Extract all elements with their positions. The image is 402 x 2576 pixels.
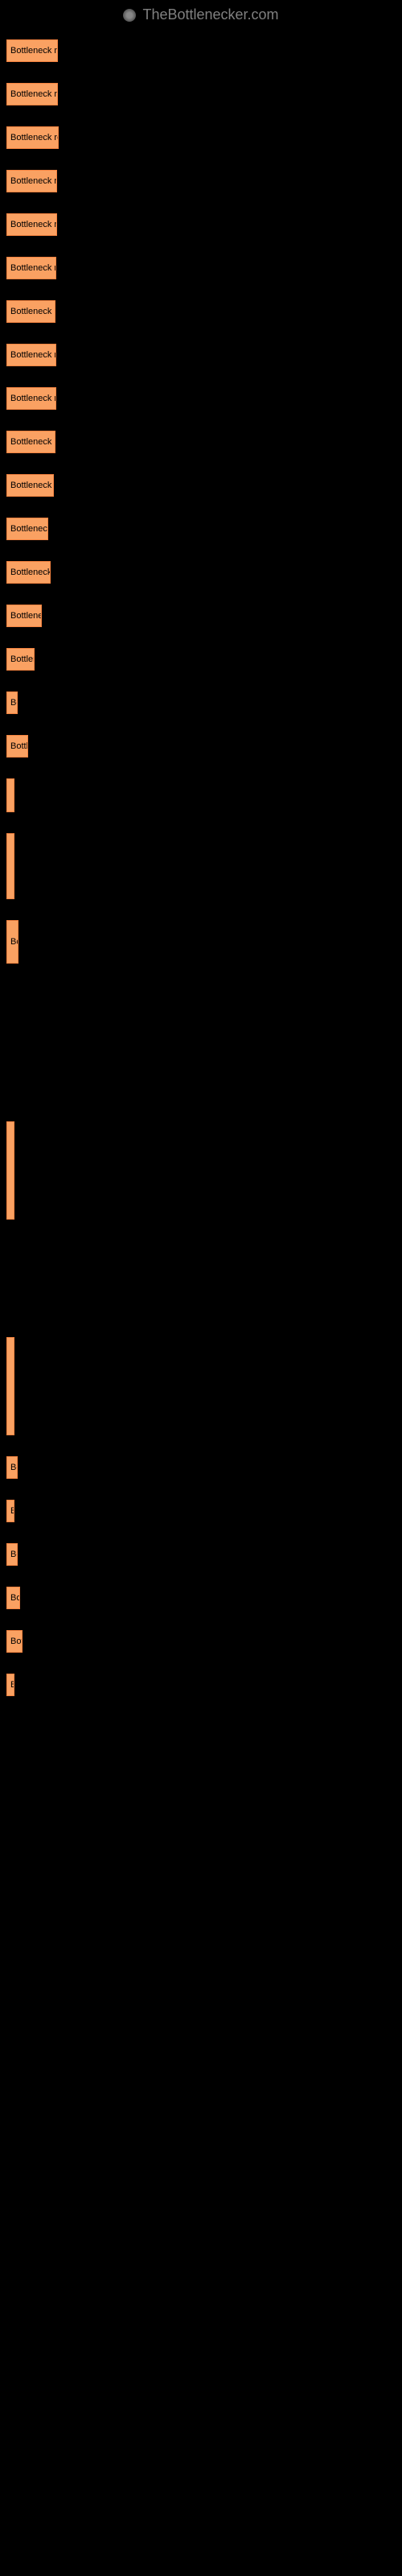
result-item: Bo (0, 910, 402, 975)
result-label[interactable]: Bottleneck re (6, 561, 51, 584)
result-item (0, 769, 402, 824)
result-label[interactable]: Bo (6, 1456, 18, 1479)
result-label[interactable]: Bottleneck resu (6, 300, 55, 323)
result-label[interactable]: Bottleneck resu (6, 344, 56, 366)
result-item (0, 1327, 402, 1447)
result-label[interactable]: Bottleneck resu (6, 257, 56, 279)
result-item: Bottlene (0, 638, 402, 682)
result-item: Bo (0, 682, 402, 725)
result-label[interactable] (6, 1337, 14, 1435)
result-label[interactable]: Bottlene (6, 648, 35, 671)
result-item: Bottleneck resu (0, 291, 402, 334)
result-label[interactable]: Bottleneck resu (6, 431, 55, 453)
result-item: Bo (0, 1534, 402, 1577)
result-item: Bottleneck re (0, 551, 402, 595)
result-item: Bottle (0, 725, 402, 769)
result-item: Bottleneck resu (0, 334, 402, 378)
result-item: Bottleneck resul (0, 73, 402, 117)
result-item: Bott (0, 1620, 402, 1664)
result-item: B (0, 1490, 402, 1534)
spacer (0, 1231, 402, 1327)
result-label[interactable] (6, 833, 14, 899)
site-title: TheBottlenecker.com (142, 6, 278, 23)
result-label[interactable]: Bottle (6, 735, 28, 758)
result-label[interactable]: Bo (6, 920, 18, 964)
result-item: Bottleneck resu (0, 247, 402, 291)
result-label[interactable]: Bottleneck resul (6, 83, 58, 105)
result-item: Bottleneck (0, 595, 402, 638)
result-label[interactable]: Bo (6, 1543, 18, 1566)
result-label[interactable]: B (6, 1500, 14, 1522)
result-item: Bottleneck resu (0, 378, 402, 421)
result-label[interactable]: B (6, 1674, 14, 1696)
result-label[interactable]: Bottleneck resu (6, 170, 57, 192)
result-item: Bot (0, 1577, 402, 1620)
result-item: Bottleneck resu (0, 160, 402, 204)
result-item (0, 1112, 402, 1231)
result-label[interactable] (6, 778, 14, 812)
result-item: Bo (0, 1447, 402, 1490)
result-label[interactable]: Bottleneck resu (6, 387, 56, 410)
result-item: Bottleneck resu (0, 204, 402, 247)
result-label[interactable]: Bottleneck res (6, 474, 54, 497)
result-label[interactable]: Bottleneck resul (6, 39, 58, 62)
result-label[interactable]: Bottleneck resul (6, 126, 59, 149)
result-label[interactable]: Bottleneck resu (6, 213, 57, 236)
result-item: Bottleneck res (0, 464, 402, 508)
result-label[interactable]: Bot (6, 1587, 20, 1609)
result-item (0, 824, 402, 910)
result-label[interactable]: Bottleneck (6, 605, 42, 627)
result-label[interactable]: Bo (6, 691, 18, 714)
result-label[interactable]: Bottleneck r (6, 518, 48, 540)
result-item: Bottleneck resul (0, 30, 402, 73)
result-item: Bottleneck resu (0, 421, 402, 464)
logo-icon (123, 9, 136, 22)
result-label[interactable]: Bott (6, 1630, 23, 1653)
result-item: B (0, 1664, 402, 1707)
results-list: Bottleneck resul Bottleneck resul Bottlene… (0, 30, 402, 1707)
site-header: TheBottlenecker.com (0, 3, 402, 30)
spacer (0, 975, 402, 1112)
result-item: Bottleneck r (0, 508, 402, 551)
result-label[interactable] (6, 1121, 14, 1220)
result-item: Bottleneck resul (0, 117, 402, 160)
